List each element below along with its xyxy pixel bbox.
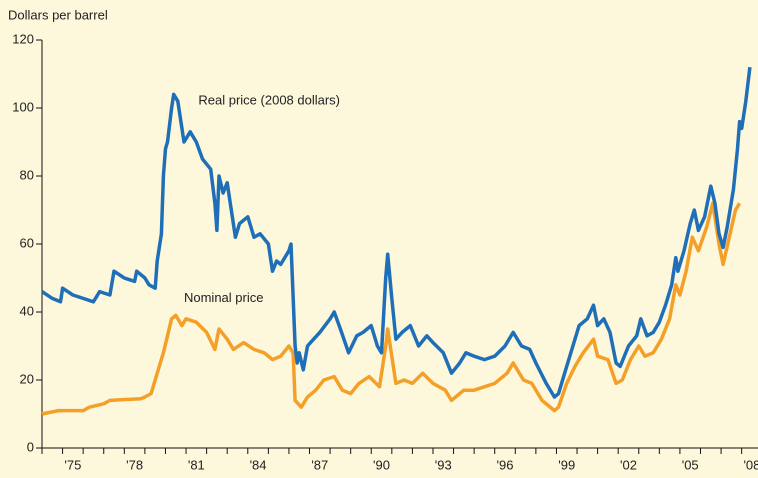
y-axis-label: Dollars per barrel (8, 7, 108, 22)
x-tick-label: '02 (620, 457, 637, 472)
x-tick-label: '84 (250, 457, 267, 472)
series-line (41, 66, 752, 399)
x-tick-label: '99 (558, 457, 575, 472)
x-tick-label: '81 (188, 457, 205, 472)
y-tick-label: 100 (12, 99, 34, 114)
x-tick-label: '78 (126, 457, 143, 472)
series-line (41, 201, 742, 416)
x-tick-label: '87 (311, 457, 328, 472)
x-tick-label: '08 (743, 457, 758, 472)
x-tick-label: '05 (682, 457, 699, 472)
y-tick-label: 60 (20, 235, 34, 250)
y-tick-label: 20 (20, 371, 34, 386)
y-tick-label: 80 (20, 167, 34, 182)
y-tick-label: 40 (20, 303, 34, 318)
annotation: Nominal price (184, 290, 263, 305)
annotation: Real price (2008 dollars) (198, 93, 340, 108)
x-tick-label: '90 (373, 457, 390, 472)
y-tick-label: 120 (12, 31, 34, 46)
y-tick-label: 0 (27, 439, 34, 454)
x-tick-label: '75 (64, 457, 81, 472)
x-tick-label: '93 (435, 457, 452, 472)
x-tick-label: '96 (497, 457, 514, 472)
